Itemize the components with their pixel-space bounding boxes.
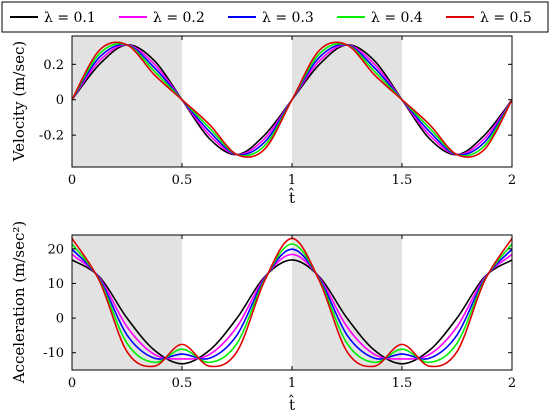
acceleration-shaded-regions — [72, 235, 402, 370]
legend-label-5: λ = 0.5 — [480, 10, 532, 26]
legend-entry-2: λ = 0.2 — [119, 10, 205, 26]
acceleration-shaded-region-1 — [72, 235, 182, 370]
acceleration-y-tick-label: -10 — [43, 346, 64, 361]
velocity-shaded-region-1 — [72, 36, 182, 167]
velocity-x-tick-label: 0 — [68, 173, 76, 188]
acceleration-y-tick-label: 0 — [56, 312, 64, 327]
velocity-shaded-region-2 — [292, 36, 402, 167]
velocity-series — [71, 41, 513, 158]
acceleration-x-tick-label: 2 — [508, 376, 516, 391]
legend-entry-1: λ = 0.1 — [10, 10, 96, 26]
legend-label-2: λ = 0.2 — [153, 10, 205, 26]
velocity-x-tick-label: 0.5 — [172, 173, 193, 188]
velocity-x-tick-label: 1 — [288, 173, 296, 188]
velocity-ticks: 0 0.5 1 1.5 2 -0.2 0 0.2 — [39, 36, 516, 188]
velocity-y-tick-label: 0.2 — [43, 58, 64, 73]
legend-entry-5: λ = 0.5 — [446, 10, 532, 26]
acceleration-series-line-4 — [71, 243, 513, 364]
velocity-y-tick-label: -0.2 — [39, 129, 64, 144]
acceleration-shaded-region-2 — [292, 235, 402, 370]
acceleration-series-line-3 — [71, 248, 513, 360]
legend-label-4: λ = 0.4 — [371, 10, 423, 26]
velocity-chart: 0 0.5 1 1.5 2 -0.2 0 0.2 Velocity (m/sec) t̂ — [10, 35, 516, 207]
acceleration-y-tick-label: 20 — [47, 242, 64, 257]
acceleration-x-tick-label: 0 — [68, 376, 76, 391]
velocity-series-line-5 — [71, 41, 513, 158]
velocity-x-tick-label: 2 — [508, 173, 516, 188]
acceleration-ticks: 0 0.5 1 1.5 2 -10 0 10 20 — [43, 235, 516, 391]
velocity-y-axis-label: Velocity (m/sec) — [10, 41, 28, 163]
acceleration-x-tick-label: 1.5 — [392, 376, 413, 391]
acceleration-series — [71, 237, 513, 368]
acceleration-x-axis-label: t̂ — [288, 395, 295, 414]
velocity-x-tick-label: 1.5 — [392, 173, 413, 188]
legend-label-1: λ = 0.1 — [44, 10, 96, 26]
legend-label-3: λ = 0.3 — [262, 10, 314, 26]
velocity-shaded-regions — [72, 36, 402, 167]
velocity-x-axis-label: t̂ — [288, 188, 295, 207]
acceleration-y-tick-label: 10 — [47, 277, 64, 292]
acceleration-x-tick-label: 1 — [288, 376, 296, 391]
acceleration-x-tick-label: 0.5 — [172, 376, 193, 391]
velocity-y-tick-label: 0 — [56, 93, 64, 108]
acceleration-y-axis-label: Acceleration (m/sec²) — [10, 221, 28, 385]
legend: λ = 0.1 λ = 0.2 λ = 0.3 λ = 0.4 λ = 0.5 — [1, 1, 549, 33]
legend-entry-3: λ = 0.3 — [228, 10, 314, 26]
acceleration-series-line-2 — [71, 253, 513, 360]
legend-entry-4: λ = 0.4 — [337, 10, 423, 26]
acceleration-series-line-1 — [71, 259, 513, 365]
